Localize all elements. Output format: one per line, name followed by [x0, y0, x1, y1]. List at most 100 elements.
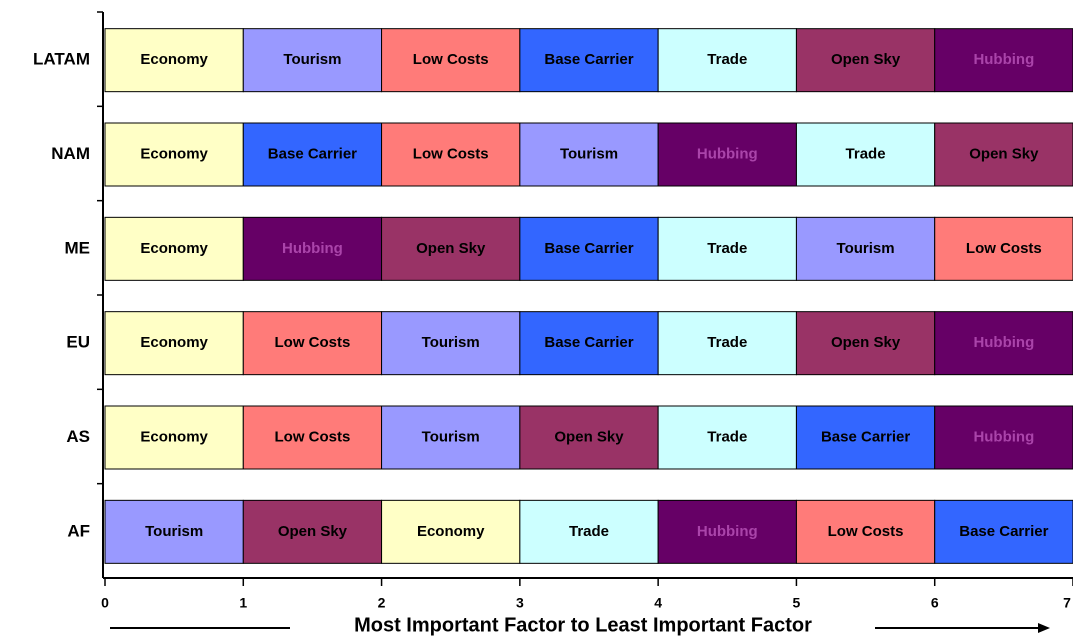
x-tick-label: 5	[793, 595, 801, 611]
bar-segment	[381, 122, 521, 187]
segment-label: Hubbing	[973, 51, 1034, 68]
segment-label: Open Sky	[831, 51, 901, 68]
bar-segment	[519, 311, 659, 376]
segment-label: Economy	[140, 51, 208, 68]
bar-segment	[242, 28, 383, 93]
bar-segment	[795, 311, 936, 376]
segment-label: Trade	[846, 145, 886, 162]
segment-label: Base Carrier	[821, 428, 910, 445]
bar-segment	[381, 311, 521, 376]
segment-label: Open Sky	[416, 240, 486, 257]
bar-segment	[242, 311, 383, 376]
bar-segment	[934, 499, 1073, 564]
segment-label: Base Carrier	[268, 145, 357, 162]
bar-segment	[104, 311, 244, 376]
segment-label: Economy	[140, 334, 208, 351]
bar-segment	[934, 122, 1073, 187]
bar-segment	[657, 122, 797, 187]
segment-label: Hubbing	[973, 428, 1034, 445]
segment-label: Tourism	[837, 240, 895, 257]
segment-label: Low Costs	[413, 145, 489, 162]
bar-segment	[519, 405, 659, 470]
bar-segment	[795, 28, 936, 93]
bar-segment	[104, 28, 244, 93]
segment-label: Low Costs	[275, 428, 351, 445]
bar-segment	[381, 216, 521, 281]
segment-label: Trade	[569, 523, 609, 540]
bar-segment	[934, 216, 1073, 281]
bar-segment	[934, 28, 1073, 93]
segment-label: Base Carrier	[544, 240, 633, 257]
segment-label: Base Carrier	[544, 334, 633, 351]
x-tick-label: 2	[378, 595, 386, 611]
segment-label: Base Carrier	[544, 51, 633, 68]
bar-segment	[242, 405, 383, 470]
segment-label: Trade	[707, 334, 747, 351]
y-tick-label: NAM	[51, 144, 90, 163]
segment-label: Hubbing	[697, 523, 758, 540]
x-tick-label: 4	[654, 595, 662, 611]
bar-segment	[104, 499, 244, 564]
segment-label: Open Sky	[278, 523, 348, 540]
bar-segment	[381, 405, 521, 470]
bar-segment	[104, 405, 244, 470]
segment-label: Economy	[140, 240, 208, 257]
bar-segment	[657, 311, 797, 376]
segment-label: Hubbing	[973, 334, 1034, 351]
bar-segment	[934, 405, 1073, 470]
arrow-head	[1038, 623, 1050, 633]
bar-segment	[519, 28, 659, 93]
y-tick-label: LATAM	[33, 50, 90, 69]
bar-segment	[242, 216, 383, 281]
x-axis-label: Most Important Factor to Least Important…	[354, 614, 812, 636]
segment-label: Low Costs	[275, 334, 351, 351]
bar-segment	[242, 122, 383, 187]
segment-label: Tourism	[422, 334, 480, 351]
x-tick-label: 7	[1063, 595, 1071, 611]
segment-label: Low Costs	[413, 51, 489, 68]
segment-label: Trade	[707, 428, 747, 445]
y-tick-label: ME	[65, 238, 91, 257]
y-tick-label: EU	[66, 333, 90, 352]
segment-label: Economy	[417, 523, 485, 540]
bar-segment	[381, 28, 521, 93]
bar-segment	[795, 499, 936, 564]
x-tick-label: 1	[239, 595, 247, 611]
bar-segment	[519, 499, 659, 564]
bar-segment	[381, 499, 521, 564]
segment-label: Open Sky	[969, 145, 1039, 162]
bar-segment	[795, 216, 936, 281]
bar-segment	[934, 311, 1073, 376]
x-tick-label: 3	[516, 595, 524, 611]
segment-label: Tourism	[283, 51, 341, 68]
segment-label: Open Sky	[554, 428, 624, 445]
bar-segment	[657, 499, 797, 564]
bar-segment	[657, 28, 797, 93]
segment-label: Low Costs	[828, 523, 904, 540]
bar-segment	[104, 216, 244, 281]
bar-segment	[242, 499, 383, 564]
segment-label: Tourism	[560, 145, 618, 162]
y-tick-label: AF	[67, 521, 90, 540]
y-tick-label: AS	[66, 427, 90, 446]
segment-label: Open Sky	[831, 334, 901, 351]
segment-label: Trade	[707, 51, 747, 68]
bar-segment	[519, 122, 659, 187]
segment-label: Hubbing	[282, 240, 343, 257]
segment-label: Economy	[140, 145, 208, 162]
segment-label: Low Costs	[966, 240, 1042, 257]
bar-segment	[657, 405, 797, 470]
segment-label: Tourism	[145, 523, 203, 540]
bar-segment	[519, 216, 659, 281]
segment-label: Hubbing	[697, 145, 758, 162]
segment-label: Tourism	[422, 428, 480, 445]
x-tick-label: 6	[931, 595, 939, 611]
bar-segment	[795, 405, 936, 470]
segment-label: Base Carrier	[959, 523, 1048, 540]
segment-label: Economy	[140, 428, 208, 445]
segment-label: Trade	[707, 240, 747, 257]
x-tick-label: 0	[101, 595, 109, 611]
bar-segment	[104, 122, 244, 187]
